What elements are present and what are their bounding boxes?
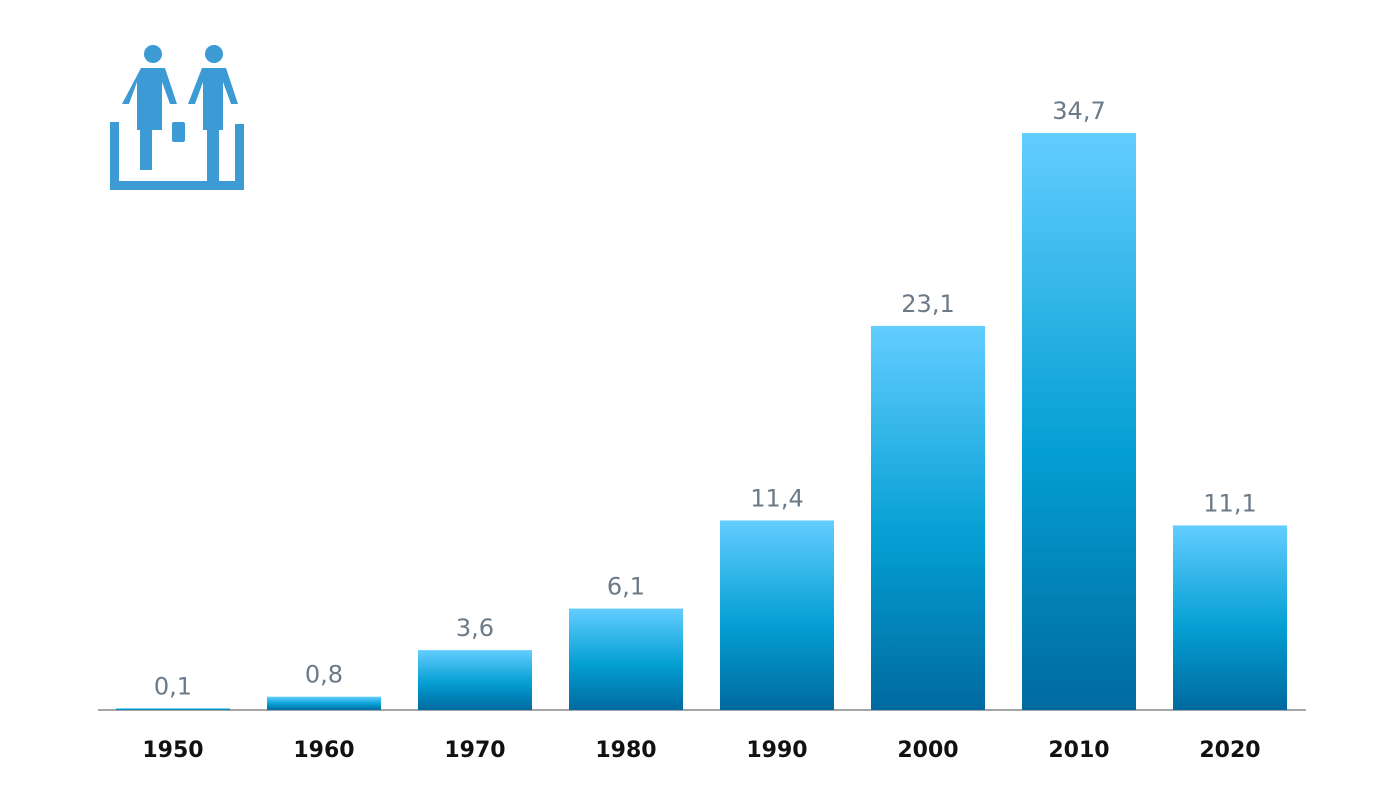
two-people-escalator-icon xyxy=(110,45,244,190)
bar-1960 xyxy=(267,696,381,710)
bar-1970 xyxy=(418,650,532,710)
bar-1990 xyxy=(720,520,834,710)
category-label-1990: 1990 xyxy=(746,738,807,763)
value-label-1960: 0,8 xyxy=(305,661,343,689)
category-label-1950: 1950 xyxy=(142,738,203,763)
bar-2020 xyxy=(1173,525,1287,710)
category-label-2010: 2010 xyxy=(1048,738,1109,763)
category-label-1980: 1980 xyxy=(595,738,656,763)
value-label-2010: 34,7 xyxy=(1052,97,1105,125)
category-label-1960: 1960 xyxy=(293,738,354,763)
category-label-2020: 2020 xyxy=(1199,738,1260,763)
value-label-2020: 11,1 xyxy=(1203,489,1256,517)
bar-1980 xyxy=(569,608,683,710)
value-label-1990: 11,4 xyxy=(750,484,803,512)
value-label-1970: 3,6 xyxy=(456,614,494,642)
bar-2000 xyxy=(871,325,985,710)
bar-1950 xyxy=(116,708,230,710)
category-label-2000: 2000 xyxy=(897,738,958,763)
value-label-1950: 0,1 xyxy=(154,672,192,700)
value-label-1980: 6,1 xyxy=(607,573,645,601)
value-label-2000: 23,1 xyxy=(901,290,954,318)
bar-2010 xyxy=(1022,133,1136,710)
category-label-1970: 1970 xyxy=(444,738,505,763)
